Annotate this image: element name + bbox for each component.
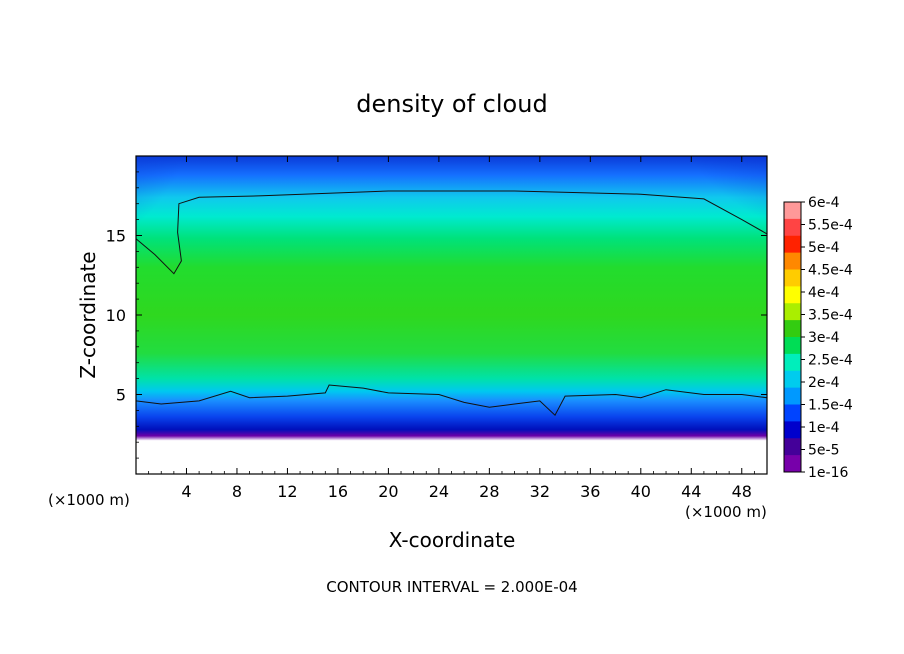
colorbar-swatch [784,421,801,439]
x-tick-label: 36 [580,482,600,501]
x-axis: 4 8 12 16 20 24 28 32 36 40 44 48 [148,156,755,501]
colorbar-swatch [784,202,801,220]
x-unit-label-right: (×1000 m) [685,503,767,521]
y-tick-label: 15 [106,227,126,246]
colorbar-label: 1e-16 [808,465,848,481]
top-right-corner-shade [657,156,767,246]
y-axis: 5 10 15 [106,171,767,459]
colorbar-label: 1.5e-4 [808,398,853,414]
colorbar-swatch [784,286,801,304]
colorbar-label: 3.5e-4 [808,308,853,324]
colorbar-swatch [784,353,801,372]
colorbar-label: 6e-4 [808,195,840,211]
colorbar-swatch [784,387,801,405]
colorbar-swatch [784,404,801,422]
contour-lines [136,190,767,417]
colorbar-swatch [784,370,801,389]
x-tick-label: 28 [479,482,499,501]
chart-title: density of cloud [356,90,547,118]
colorbar-label: 4.5e-4 [808,263,853,279]
colorbar: 6e-4 5.5e-4 5e-4 4.5e-4 4e-4 3.5e-4 3e-4 2.5e-4… [783,195,853,481]
contour-line [136,384,767,417]
x-tick-label: 44 [681,482,701,501]
colorbar-label: 4e-4 [808,285,840,301]
colorbar-swatch [784,303,801,321]
x-tick-label: 8 [232,482,242,501]
y-tick-label: 10 [106,306,126,325]
colorbar-swatch [784,218,801,237]
x-tick-label: 48 [732,482,752,501]
y-tick-label: 5 [116,386,126,405]
heatmap-field [136,156,767,474]
top-left-corner-shade [136,156,206,251]
colorbar-swatch [784,438,801,456]
colorbar-swatch [784,235,801,254]
colorbar-swatch [784,269,801,287]
colorbar-label: 2.5e-4 [808,353,853,369]
x-tick-label: 24 [429,482,449,501]
colorbar-label: 3e-4 [808,330,840,346]
colorbar-label: 1e-4 [808,420,840,436]
x-tick-label: 4 [181,482,191,501]
colorbar-label: 2e-4 [808,375,840,391]
colorbar-swatch [784,455,801,473]
colorbar-label: 5e-4 [808,240,840,256]
contour-line [136,190,767,275]
x-tick-label: 16 [328,482,348,501]
x-tick-label: 12 [277,482,297,501]
contour-interval-note: CONTOUR INTERVAL = 2.000E-04 [326,578,577,596]
colorbar-swatch [784,337,801,355]
x-unit-label-left: (×1000 m) [48,491,130,509]
plot-area [136,156,767,474]
x-tick-label: 20 [378,482,398,501]
colorbar-label: 5.5e-4 [808,218,853,234]
colorbar-label: 5e-5 [808,443,839,459]
colorbar-swatch [784,252,801,270]
colorbar-swatch [784,320,801,338]
x-tick-label: 40 [631,482,651,501]
x-axis-label: X-coordinate [389,528,516,552]
x-tick-label: 32 [530,482,550,501]
y-axis-label: Z-coordinate [76,251,100,378]
